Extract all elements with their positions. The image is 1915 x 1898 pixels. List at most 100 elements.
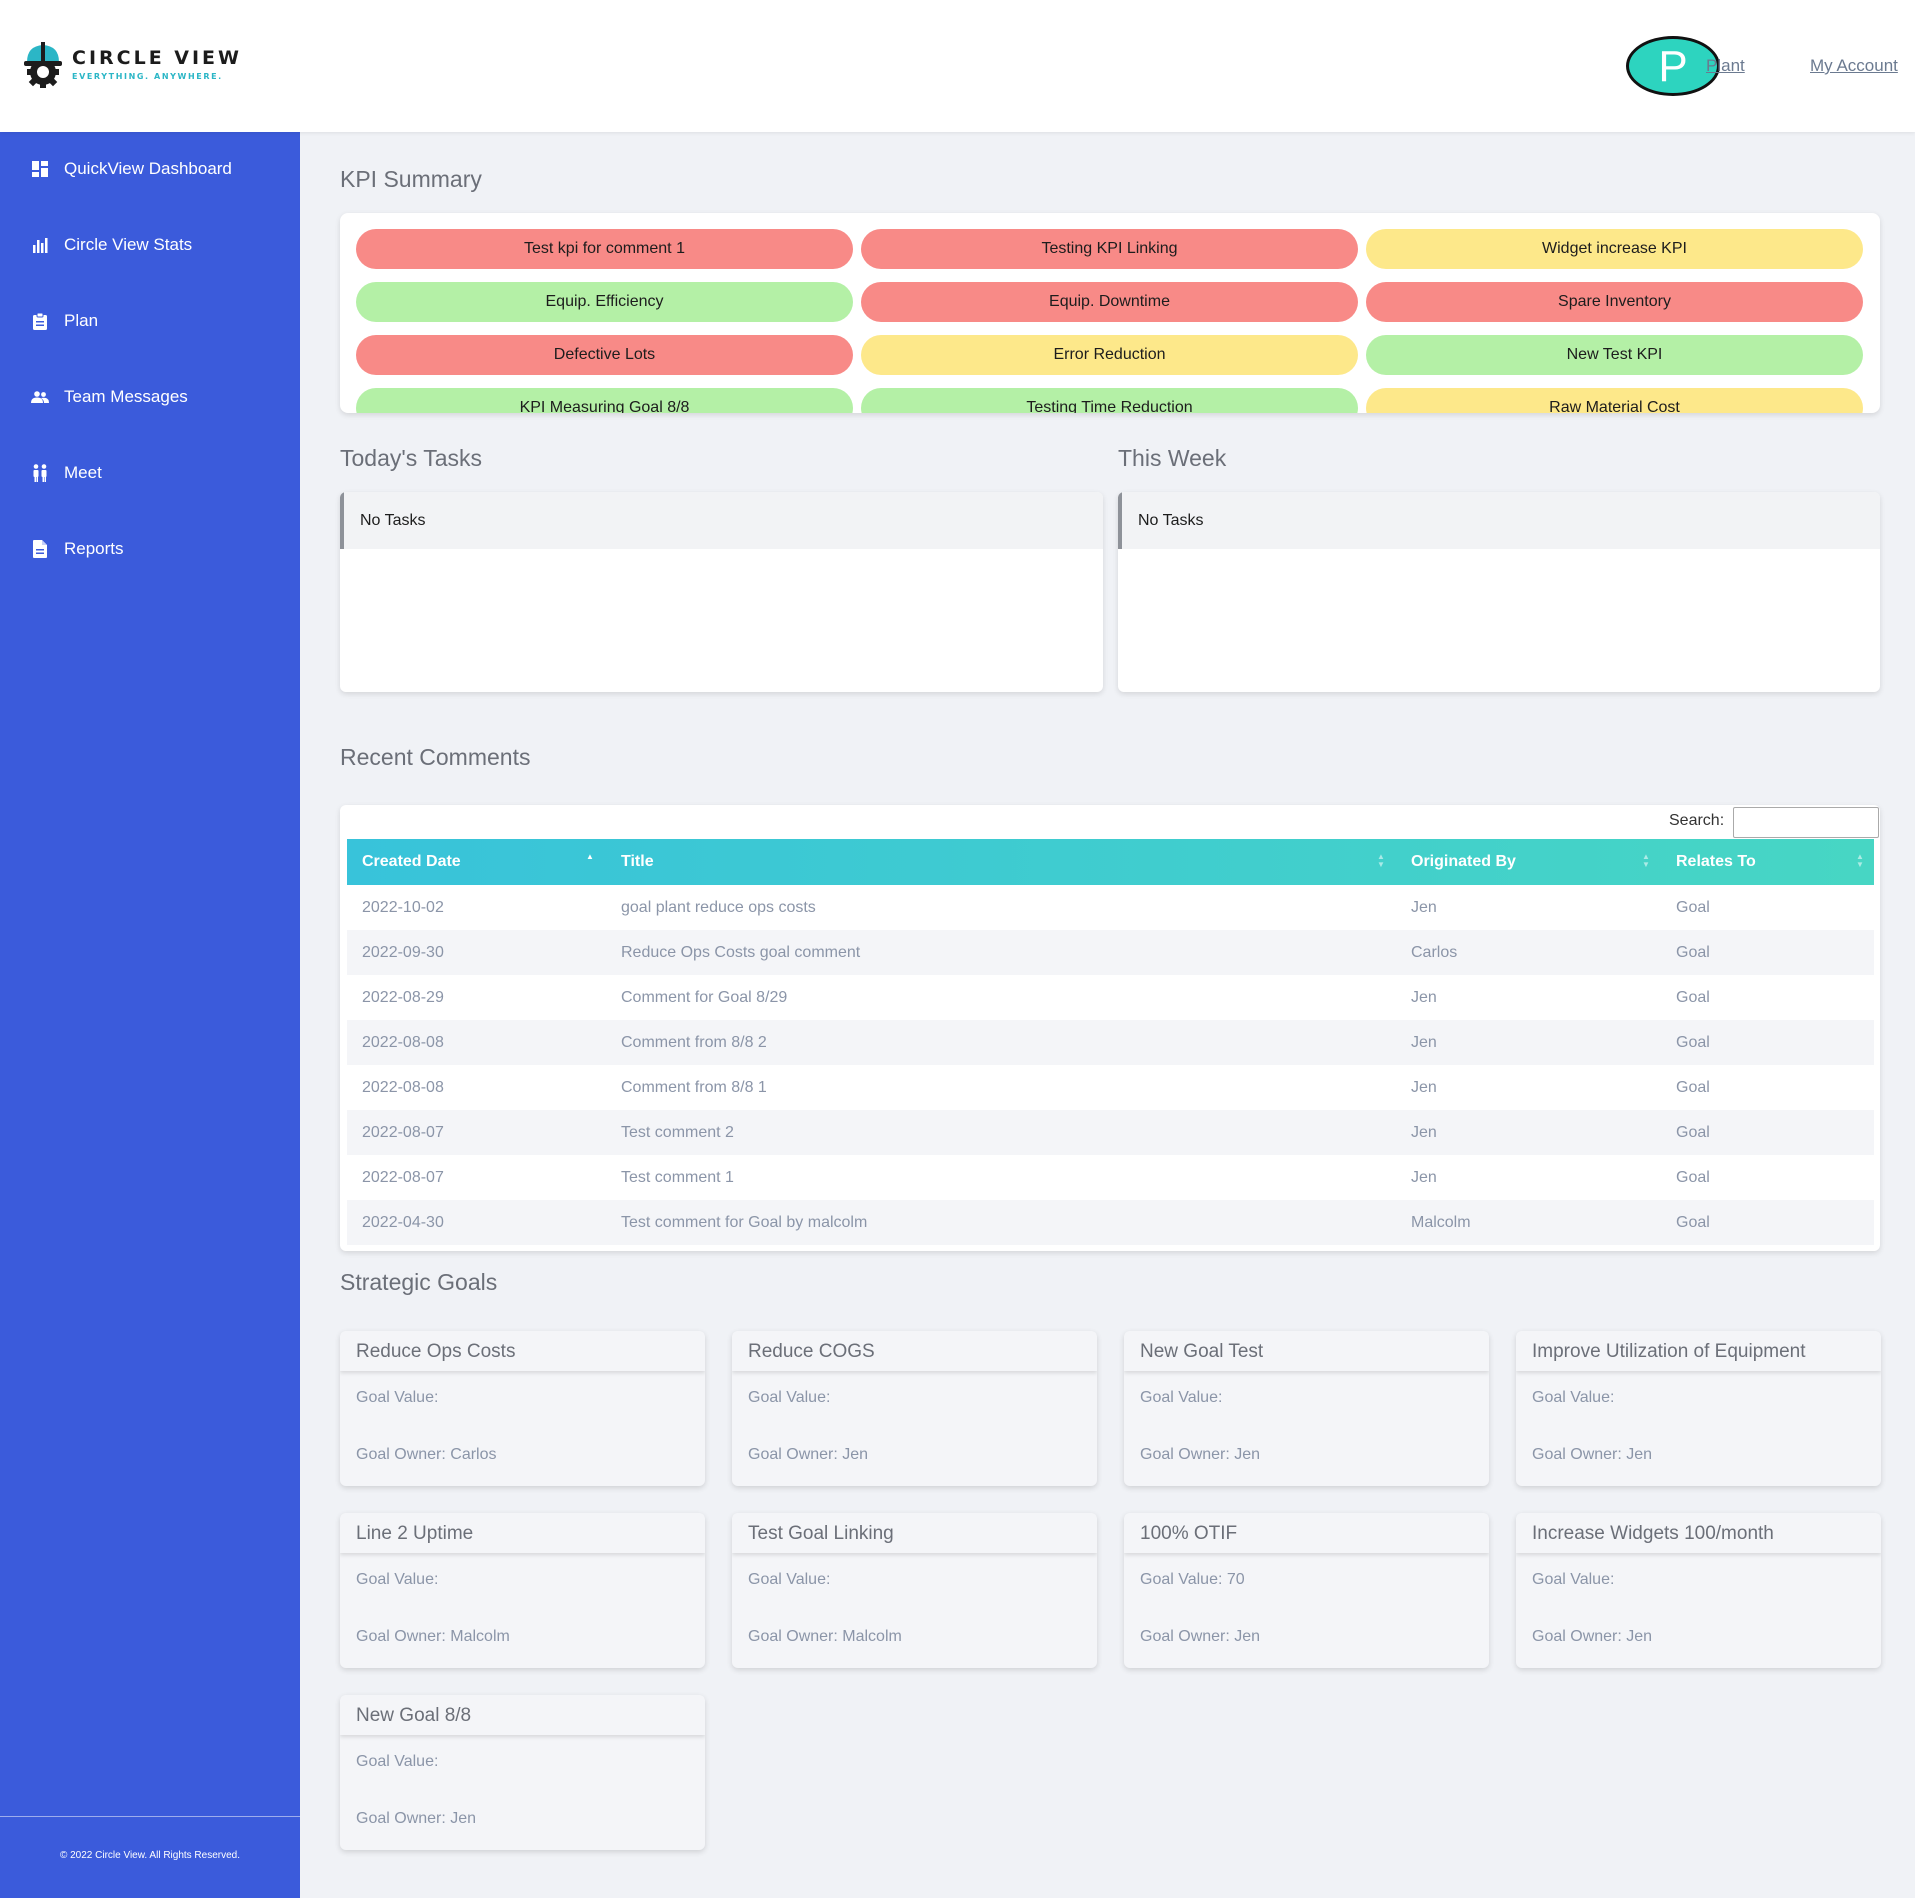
- sort-icon: ▲ ▼: [1377, 852, 1385, 869]
- goal-value: Goal Value:: [1532, 1389, 1615, 1406]
- table-row[interactable]: 2022-08-08 Comment from 8/8 2 Jen Goal: [347, 1020, 1874, 1065]
- goal-value: Goal Value:: [1532, 1571, 1615, 1588]
- my-account-link[interactable]: My Account: [1810, 56, 1898, 75]
- search-input[interactable]: [1733, 807, 1879, 838]
- column-header-originated-by[interactable]: Originated By: [1411, 853, 1516, 870]
- goal-name: 100% OTIF: [1124, 1513, 1489, 1553]
- search-label: Search:: [1669, 812, 1725, 829]
- kpi-pill[interactable]: Defective Lots: [356, 335, 853, 375]
- goal-owner: Goal Owner: Jen: [1140, 1446, 1261, 1463]
- sidebar-item-label: Circle View Stats: [64, 235, 193, 254]
- cell-relates-to: Goal: [1676, 1124, 1710, 1141]
- sidebar-item-team-messages[interactable]: Team Messages: [30, 382, 188, 412]
- column-header-title[interactable]: Title: [621, 853, 654, 870]
- cell-title: Reduce Ops Costs goal comment: [621, 944, 861, 961]
- column-header-created-date[interactable]: Created Date: [362, 853, 461, 870]
- goal-card[interactable]: Line 2 Uptime Goal Value: Goal Owner: Ma…: [340, 1513, 705, 1668]
- sidebar-item-plan[interactable]: Plan: [30, 306, 98, 336]
- cell-created-date: 2022-08-29: [362, 989, 444, 1006]
- goal-owner: Goal Owner: Jen: [356, 1810, 477, 1827]
- no-tasks-message: No Tasks: [340, 492, 1103, 549]
- table-header: Created Date ▲ Title ▲ ▼ Originated By ▲ ▼…: [347, 839, 1874, 885]
- todays-tasks-title: Today's Tasks: [340, 445, 483, 471]
- goal-owner: Goal Owner: Jen: [1140, 1628, 1261, 1645]
- sidebar-item-label: QuickView Dashboard: [64, 159, 232, 178]
- cell-relates-to: Goal: [1676, 989, 1710, 1006]
- plant-link[interactable]: Plant: [1706, 56, 1745, 75]
- table-row[interactable]: 2022-08-29 Comment for Goal 8/29 Jen Goa…: [347, 975, 1874, 1020]
- goal-value: Goal Value:: [748, 1389, 831, 1406]
- table-row[interactable]: 2022-10-02 goal plant reduce ops costs J…: [347, 885, 1874, 930]
- kpi-pill[interactable]: Equip. Efficiency: [356, 282, 853, 322]
- sort-asc-icon: ▲: [586, 852, 594, 861]
- goal-card[interactable]: Reduce COGS Goal Value: Goal Owner: Jen: [732, 1331, 1097, 1486]
- sidebar-item-meet[interactable]: Meet: [30, 458, 102, 488]
- no-tasks-message: No Tasks: [1118, 492, 1880, 549]
- kpi-pill[interactable]: Test kpi for comment 1: [356, 229, 853, 269]
- table-row[interactable]: 2022-08-07 Test comment 2 Jen Goal: [347, 1110, 1874, 1155]
- goal-card[interactable]: New Goal Test Goal Value: Goal Owner: Je…: [1124, 1331, 1489, 1486]
- goal-card[interactable]: Test Goal Linking Goal Value: Goal Owner…: [732, 1513, 1097, 1668]
- cell-originated-by: Jen: [1411, 1034, 1437, 1051]
- sidebar-item-quickview-dashboard[interactable]: QuickView Dashboard: [30, 154, 232, 184]
- kpi-pill[interactable]: Spare Inventory: [1366, 282, 1863, 322]
- strategic-goals-title: Strategic Goals: [340, 1269, 498, 1295]
- goal-card[interactable]: New Goal 8/8 Goal Value: Goal Owner: Jen: [340, 1695, 705, 1850]
- cell-relates-to: Goal: [1676, 899, 1710, 916]
- goal-card[interactable]: Improve Utilization of Equipment Goal Va…: [1516, 1331, 1881, 1486]
- goal-name: Reduce COGS: [732, 1331, 1097, 1371]
- cell-relates-to: Goal: [1676, 944, 1710, 961]
- cell-created-date: 2022-08-07: [362, 1124, 444, 1141]
- goal-value: Goal Value: 70: [1140, 1571, 1245, 1588]
- sidebar-item-circle-view-stats[interactable]: Circle View Stats: [30, 230, 192, 260]
- goal-name: Reduce Ops Costs: [340, 1331, 705, 1371]
- sort-icon: ▲ ▼: [1856, 852, 1864, 869]
- logo-tagline: EVERYTHING. ANYWHERE.: [72, 72, 223, 81]
- cell-created-date: 2022-08-08: [362, 1034, 444, 1051]
- cell-created-date: 2022-08-08: [362, 1079, 444, 1096]
- kpi-pill[interactable]: Testing Time Reduction: [861, 388, 1358, 413]
- cell-originated-by: Malcolm: [1411, 1214, 1471, 1231]
- circle-view-logo[interactable]: CIRCLE VIEW EVERYTHING. ANYWHERE.: [22, 40, 242, 88]
- column-header-relates-to[interactable]: Relates To: [1676, 853, 1756, 870]
- kpi-pill[interactable]: Equip. Downtime: [861, 282, 1358, 322]
- goal-owner: Goal Owner: Jen: [1532, 1628, 1653, 1645]
- goal-value: Goal Value:: [1140, 1389, 1223, 1406]
- table-row[interactable]: 2022-08-07 Test comment 1 Jen Goal: [347, 1155, 1874, 1200]
- kpi-pill[interactable]: KPI Measuring Goal 8/8: [356, 388, 853, 413]
- kpi-pill[interactable]: Testing KPI Linking: [861, 229, 1358, 269]
- goal-card[interactable]: Reduce Ops Costs Goal Value: Goal Owner:…: [340, 1331, 705, 1486]
- sidebar-item-reports[interactable]: Reports: [30, 534, 124, 564]
- hardhat-gear-icon: [22, 40, 64, 88]
- sort-icon: ▲ ▼: [1642, 852, 1650, 869]
- top-header: CIRCLE VIEW EVERYTHING. ANYWHERE. P Plan…: [0, 0, 1915, 132]
- kpi-pill[interactable]: Raw Material Cost: [1366, 388, 1863, 413]
- this-week-panel: No Tasks: [1118, 492, 1880, 692]
- goal-value: Goal Value:: [356, 1571, 439, 1588]
- bar-chart-icon: [30, 235, 50, 255]
- goal-name: New Goal 8/8: [340, 1695, 705, 1735]
- goal-owner: Goal Owner: Jen: [748, 1446, 869, 1463]
- goal-name: Increase Widgets 100/month: [1516, 1513, 1881, 1553]
- table-row[interactable]: 2022-04-30 Test comment for Goal by malc…: [347, 1200, 1874, 1245]
- todays-tasks-panel: No Tasks: [340, 492, 1103, 692]
- goal-name: Line 2 Uptime: [340, 1513, 705, 1553]
- kpi-pill[interactable]: Widget increase KPI: [1366, 229, 1863, 269]
- goal-owner: Goal Owner: Malcolm: [748, 1628, 902, 1645]
- goal-name: New Goal Test: [1124, 1331, 1489, 1371]
- cell-relates-to: Goal: [1676, 1169, 1710, 1186]
- kpi-pill[interactable]: Error Reduction: [861, 335, 1358, 375]
- user-avatar[interactable]: P: [1626, 36, 1720, 96]
- kpi-pill[interactable]: New Test KPI: [1366, 335, 1863, 375]
- meet-icon: [30, 463, 50, 483]
- goal-card[interactable]: 100% OTIF Goal Value: 70 Goal Owner: Jen: [1124, 1513, 1489, 1668]
- dashboard-icon: [30, 159, 50, 179]
- cell-title: Test comment 1: [621, 1169, 734, 1186]
- sidebar-item-label: Reports: [64, 539, 124, 558]
- goal-card[interactable]: Increase Widgets 100/month Goal Value: G…: [1516, 1513, 1881, 1668]
- table-row[interactable]: 2022-08-08 Comment from 8/8 1 Jen Goal: [347, 1065, 1874, 1110]
- cell-created-date: 2022-04-30: [362, 1214, 444, 1231]
- cell-relates-to: Goal: [1676, 1034, 1710, 1051]
- cell-originated-by: Jen: [1411, 1124, 1437, 1141]
- table-row[interactable]: 2022-09-30 Reduce Ops Costs goal comment…: [347, 930, 1874, 975]
